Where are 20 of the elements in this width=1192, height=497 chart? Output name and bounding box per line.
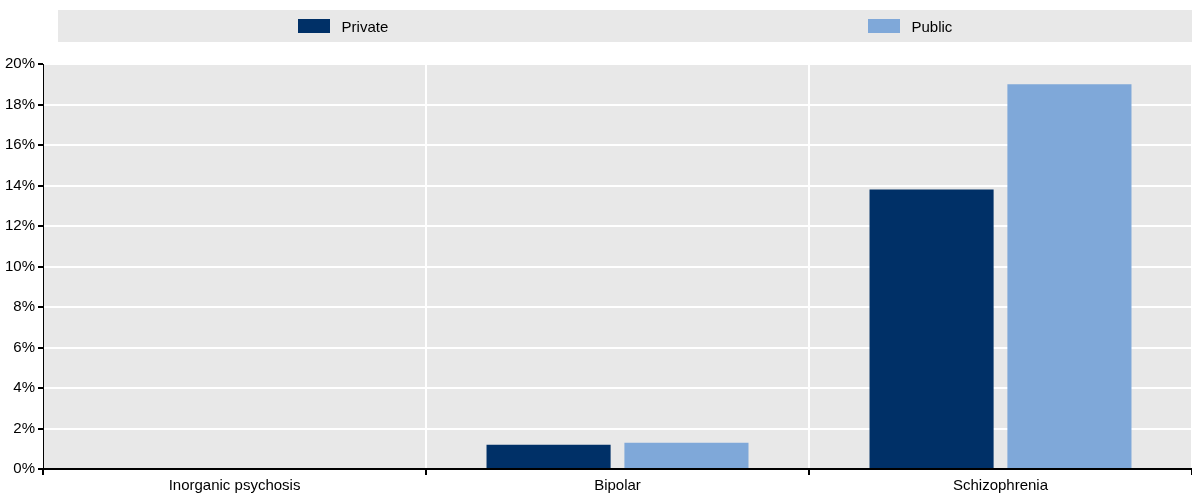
y-tick-label: 2% xyxy=(13,418,36,436)
bar xyxy=(624,442,749,468)
y-tick-label: 18% xyxy=(4,94,36,112)
y-tick-label: 12% xyxy=(4,216,36,234)
y-tick-label: 6% xyxy=(13,337,36,355)
y-tick-label: 8% xyxy=(13,297,36,315)
bar xyxy=(486,444,611,468)
y-tick-label: 4% xyxy=(13,378,36,396)
y-tick-label: 14% xyxy=(4,175,36,193)
y-tick-label: 0% xyxy=(13,459,36,477)
legend-label: Public xyxy=(911,17,953,35)
y-tick-label: 10% xyxy=(4,256,36,274)
bar xyxy=(1007,84,1132,468)
x-tick-label: Bipolar xyxy=(594,476,641,494)
y-tick-label: 16% xyxy=(4,135,36,153)
bar xyxy=(869,189,994,468)
x-tick-label: Inorganic psychosis xyxy=(168,476,301,494)
x-tick-label: Schizophrenia xyxy=(952,476,1049,494)
legend-label: Private xyxy=(341,17,389,35)
y-tick-label: 20% xyxy=(4,54,36,72)
